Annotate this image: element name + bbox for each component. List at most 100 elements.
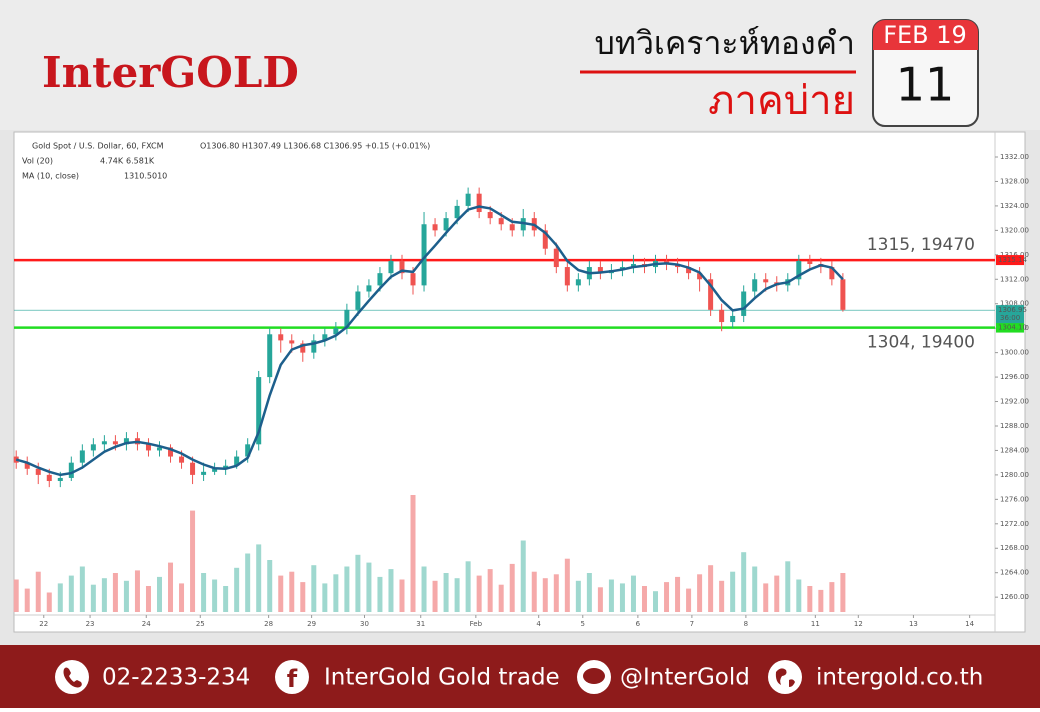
candle-body bbox=[697, 273, 703, 280]
volume-bar bbox=[432, 580, 438, 612]
volume-bar bbox=[322, 583, 328, 612]
volume-bar bbox=[774, 575, 780, 612]
candle-body bbox=[730, 315, 736, 323]
volume-bar bbox=[35, 571, 41, 612]
volume-bar bbox=[476, 575, 482, 612]
volume-bar bbox=[686, 588, 692, 612]
phone-glyph bbox=[63, 667, 82, 688]
x-tick-label: 12 bbox=[854, 620, 863, 628]
candle-body bbox=[796, 260, 802, 280]
volume-bar bbox=[542, 578, 548, 612]
volume-legend-value: 6.581K bbox=[126, 157, 155, 166]
calendar-day: 11 bbox=[896, 58, 955, 112]
candle-body bbox=[630, 263, 636, 268]
candle-body bbox=[829, 267, 835, 280]
volume-bar bbox=[377, 576, 383, 612]
x-tick-label: Feb bbox=[470, 620, 483, 628]
volume-legend-value: 4.74K bbox=[100, 157, 124, 166]
volume-bar bbox=[730, 571, 736, 612]
website: intergold.co.th bbox=[816, 665, 983, 691]
volume-bar bbox=[201, 573, 207, 612]
candle-body bbox=[719, 309, 725, 323]
y-tick-label: 1280.00 bbox=[1000, 471, 1029, 479]
candle-body bbox=[355, 291, 361, 310]
level-tag bbox=[996, 322, 1024, 333]
candle-body bbox=[245, 444, 251, 457]
volume-bar bbox=[190, 510, 196, 612]
ma-line bbox=[15, 205, 844, 477]
candle-body bbox=[564, 267, 570, 286]
footer-band bbox=[0, 645, 1040, 708]
y-tick-label: 1284.00 bbox=[1000, 446, 1029, 454]
level-tag bbox=[996, 255, 1024, 266]
volume-bar bbox=[520, 540, 526, 612]
candle-body bbox=[289, 340, 295, 344]
candle-body bbox=[35, 468, 41, 475]
candle-body bbox=[234, 456, 240, 466]
candle-body bbox=[454, 205, 460, 219]
x-tick-label: 25 bbox=[196, 620, 205, 628]
volume-bar bbox=[443, 573, 449, 612]
candle-body bbox=[840, 279, 846, 310]
candle-body bbox=[101, 441, 107, 445]
volume-bar bbox=[179, 583, 185, 612]
volume-bar bbox=[344, 566, 350, 612]
candle-body bbox=[256, 377, 262, 445]
y-tick-label: 1320.00 bbox=[1000, 226, 1029, 234]
volume-bar bbox=[421, 566, 427, 612]
candle-body bbox=[112, 441, 118, 445]
facebook-glyph: f bbox=[287, 665, 298, 693]
volume-bar bbox=[300, 582, 306, 612]
y-tick-label: 1328.00 bbox=[1000, 177, 1029, 185]
last-price-tag bbox=[996, 305, 1024, 324]
candle-body bbox=[212, 468, 218, 472]
candle-body bbox=[443, 218, 449, 231]
ohlc-legend: O1306.80 H1307.49 L1306.68 C1306.95 +0.1… bbox=[200, 142, 430, 151]
volume-bar bbox=[145, 586, 151, 612]
volume-bar bbox=[234, 567, 240, 612]
line-id: @InterGold bbox=[620, 665, 750, 691]
y-tick-label: 1288.00 bbox=[1000, 422, 1029, 430]
candle-body bbox=[168, 447, 174, 457]
volume-bar bbox=[123, 580, 129, 612]
x-tick-label: 23 bbox=[86, 620, 95, 628]
volume-bar bbox=[741, 552, 747, 612]
candle-body bbox=[498, 218, 504, 225]
x-tick-label: 14 bbox=[965, 620, 974, 628]
symbol: Gold Spot / U.S. Dollar, 60, FXCM bbox=[32, 142, 164, 151]
y-tick-label: 1264.00 bbox=[1000, 569, 1029, 577]
candle-body bbox=[278, 334, 284, 341]
countdown: 36:00 bbox=[1000, 314, 1020, 322]
volume-bar bbox=[134, 570, 140, 612]
candle-body bbox=[344, 309, 350, 329]
candle-body bbox=[377, 273, 383, 286]
volume-bar bbox=[708, 565, 714, 612]
y-tick-label: 1292.00 bbox=[1000, 398, 1029, 406]
candle-body bbox=[686, 267, 692, 274]
y-tick-label: 1332.00 bbox=[1000, 153, 1029, 161]
volume-bar bbox=[653, 591, 659, 612]
candle-body bbox=[90, 444, 96, 451]
volume-bar bbox=[840, 573, 846, 612]
header-band bbox=[0, 0, 1040, 130]
candle-body bbox=[487, 212, 493, 219]
candle-body bbox=[421, 224, 427, 286]
volume-bar bbox=[68, 575, 74, 612]
volume-bar bbox=[388, 569, 394, 612]
volume-bar bbox=[355, 554, 361, 612]
candle-body bbox=[763, 279, 769, 283]
candle-body bbox=[190, 462, 196, 475]
candle-body bbox=[123, 438, 129, 445]
candle-body bbox=[311, 340, 317, 353]
volume-bar bbox=[575, 580, 581, 612]
level-annotation: 1304, 19400 bbox=[867, 333, 975, 353]
volume-bar bbox=[586, 573, 592, 612]
volume-bar bbox=[697, 574, 703, 612]
volume-bar bbox=[289, 571, 295, 612]
volume-bar bbox=[487, 569, 493, 612]
candle-body bbox=[201, 471, 207, 475]
volume-bar bbox=[311, 565, 317, 612]
candle-body bbox=[465, 193, 471, 206]
plot: 1260.00 1264.00 1268.00 1272.00 1276.00 1280.… bbox=[13, 153, 1029, 628]
